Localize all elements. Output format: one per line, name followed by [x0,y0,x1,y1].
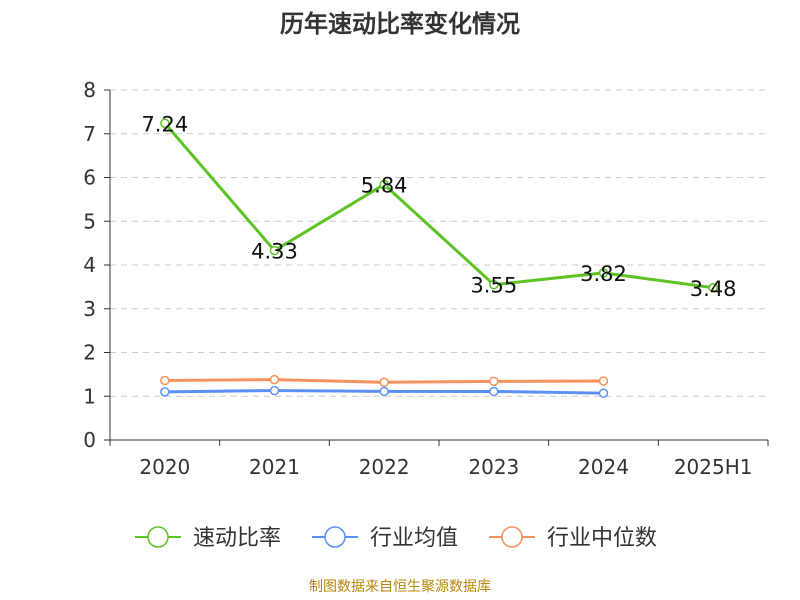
data-point [379,386,389,397]
data-point [489,376,499,387]
data-point [708,283,718,293]
legend-label: 行业均值 [370,526,458,551]
data-label: 4.33 [251,240,298,264]
y-tick-label: 8 [83,78,96,102]
y-tick-label: 5 [83,209,96,233]
legend-label: 速动比率 [193,526,281,551]
data-point [379,377,389,387]
data-point [160,118,170,128]
data-point [160,375,170,386]
legend-marker [324,526,346,548]
data-point [489,386,499,397]
data-point [160,387,170,397]
data-point [269,245,280,256]
y-tick-label: 7 [83,122,96,146]
data-label: 3.82 [580,262,627,286]
data-label: 3.48 [690,277,737,301]
data-point [598,268,609,278]
x-tick-label: 2023 [468,455,519,479]
y-tick-label: 6 [83,166,96,190]
data-point [489,279,499,290]
y-tick-label: 3 [83,297,96,321]
legend-marker [147,526,169,548]
legend-label: 行业中位数 [547,526,657,551]
data-label: 3.55 [470,274,517,298]
y-tick-label: 1 [83,384,96,408]
legend-marker [501,526,523,548]
x-tick-label: 2020 [139,455,190,479]
data-label: 5.84 [361,174,408,198]
y-tick-label: 4 [83,253,96,277]
x-tick-label: 2022 [359,455,410,479]
x-tick-label: 2024 [578,455,629,479]
x-tick-label: 2025H1 [674,455,753,479]
data-point [598,376,609,386]
data-point [379,179,389,190]
y-tick-label: 0 [83,428,96,452]
data-point [269,374,280,385]
source-note: 制图数据来自恒生聚源数据库 [309,579,491,595]
data-label: 7.24 [141,112,188,136]
data-point [269,385,280,396]
y-tick-label: 2 [83,341,96,365]
data-point [598,388,609,398]
x-tick-label: 2021 [249,455,300,479]
series-line [163,122,714,290]
chart-title: 历年速动比率变化情况 [280,10,520,38]
